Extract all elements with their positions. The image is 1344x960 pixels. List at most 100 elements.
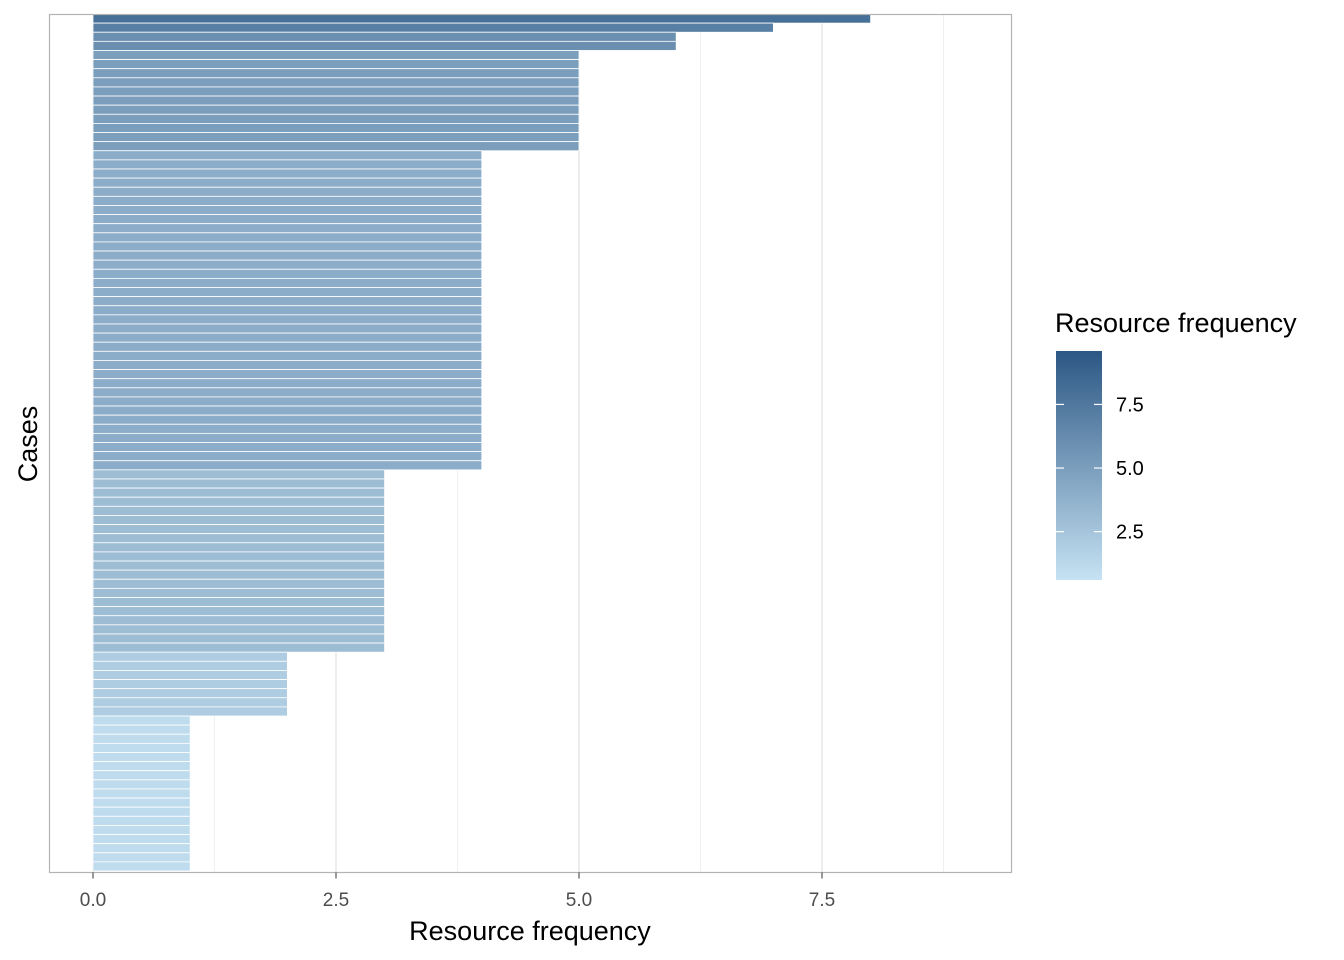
- bar: [92, 296, 483, 307]
- legend-label: 2.5: [1116, 522, 1144, 544]
- bar: [92, 13, 871, 24]
- bar: [92, 688, 288, 699]
- bar: [92, 587, 386, 598]
- bar: [92, 806, 191, 817]
- bar: [92, 469, 386, 480]
- bar: [92, 615, 386, 626]
- bar: [92, 305, 483, 316]
- bar: [92, 95, 580, 106]
- bar: [92, 715, 191, 726]
- bar: [92, 742, 191, 753]
- bar: [92, 232, 483, 243]
- bar: [92, 50, 580, 60]
- bar: [92, 195, 483, 206]
- x-tick-label: 5.0: [566, 890, 592, 911]
- bar: [92, 651, 288, 662]
- bar: [92, 223, 483, 234]
- bar: [92, 515, 386, 525]
- y-axis-title: Cases: [13, 406, 43, 483]
- bar: [92, 624, 386, 635]
- bar: [92, 350, 483, 361]
- bar: [92, 578, 386, 589]
- bar: [92, 314, 483, 325]
- bar: [92, 861, 191, 872]
- bar: [92, 451, 483, 462]
- bar: [92, 287, 483, 298]
- bar: [92, 22, 774, 33]
- bar: [92, 797, 191, 808]
- bar: [92, 277, 483, 288]
- bar: [92, 405, 483, 416]
- bar: [92, 761, 191, 772]
- bar: [92, 460, 483, 471]
- legend-label: 7.5: [1116, 394, 1144, 416]
- bar: [92, 168, 483, 179]
- bar: [92, 779, 191, 790]
- bar: [92, 478, 386, 489]
- bar: [92, 250, 483, 261]
- bar: [92, 40, 677, 51]
- bar: [92, 104, 580, 115]
- x-tick-label: 7.5: [809, 890, 835, 911]
- bar: [92, 332, 483, 343]
- x-tick-label: 0.0: [80, 890, 106, 911]
- bar: [92, 733, 191, 744]
- bar: [92, 788, 191, 799]
- bar: [92, 177, 483, 188]
- bar: [92, 113, 580, 124]
- legend-ticks: 7.5 5.0 2.5: [1056, 394, 1144, 544]
- legend-colorbar: [1056, 351, 1102, 580]
- bar: [92, 660, 288, 671]
- bar: [92, 378, 483, 389]
- bar: [92, 533, 386, 544]
- bar: [92, 524, 386, 535]
- bar: [92, 387, 483, 398]
- bar: [92, 214, 483, 225]
- bar: [92, 123, 580, 133]
- bar: [92, 560, 386, 571]
- bar: [92, 697, 288, 708]
- legend-title: Resource frequency: [1055, 308, 1297, 338]
- bar: [92, 815, 191, 826]
- bar: [92, 186, 483, 197]
- bar: [92, 132, 580, 143]
- bar: [92, 706, 288, 717]
- bar: [92, 642, 386, 653]
- bar: [92, 770, 191, 781]
- bar: [92, 369, 483, 380]
- bars: [92, 13, 871, 872]
- bar: [92, 360, 483, 370]
- bar: [92, 31, 677, 42]
- bar: [92, 752, 191, 762]
- bar: [92, 323, 483, 334]
- x-tick-label: 2.5: [323, 890, 349, 911]
- legend-label: 5.0: [1116, 458, 1144, 480]
- bar: [92, 241, 483, 252]
- bar: [92, 414, 483, 425]
- x-axis-title: Resource frequency: [409, 916, 651, 946]
- bar: [92, 423, 483, 434]
- bar: [92, 597, 386, 608]
- bar: [92, 542, 386, 553]
- bar: [92, 86, 580, 97]
- bar: [92, 77, 580, 88]
- bar: [92, 569, 386, 580]
- bar: [92, 150, 483, 161]
- bar: [92, 633, 386, 644]
- panel-border: [48, 13, 1013, 874]
- bar: [92, 724, 191, 735]
- bar: [92, 432, 483, 443]
- bar: [92, 259, 483, 270]
- bar: [92, 505, 386, 516]
- bar: [92, 551, 386, 562]
- legend: Resource frequency 7.5 5.0 2.5: [1055, 308, 1297, 580]
- bar: [92, 442, 483, 453]
- bar: [92, 68, 580, 79]
- bar: [92, 852, 191, 863]
- bar: [92, 487, 386, 498]
- bar: [92, 205, 483, 215]
- bar: [92, 834, 191, 845]
- bar: [92, 670, 288, 680]
- bar: [92, 496, 386, 507]
